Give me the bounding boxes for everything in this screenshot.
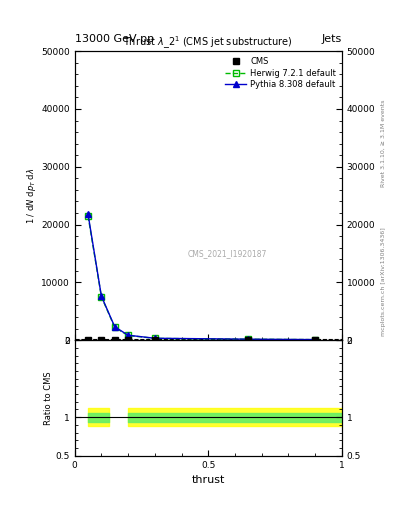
- Line: Herwig 7.2.1 default: Herwig 7.2.1 default: [85, 213, 318, 343]
- Y-axis label: $\mathrm{1}$ / $\mathrm{d}N$ $\mathrm{d}p_T$ $\mathrm{d}\lambda$: $\mathrm{1}$ / $\mathrm{d}N$ $\mathrm{d}…: [25, 167, 38, 224]
- Pythia 8.308 default: [152, 335, 157, 342]
- Pythia 8.308 default: [126, 332, 130, 338]
- Line: CMS: CMS: [85, 337, 318, 343]
- CMS: [152, 337, 157, 343]
- Herwig 7.2.1 default: [112, 324, 117, 330]
- CMS: [246, 337, 251, 343]
- Pythia 8.308 default: [112, 324, 117, 330]
- Y-axis label: Ratio to CMS: Ratio to CMS: [44, 371, 53, 425]
- Text: mcplots.cern.ch [arXiv:1306.3436]: mcplots.cern.ch [arXiv:1306.3436]: [381, 227, 386, 336]
- Legend: CMS, Herwig 7.2.1 default, Pythia 8.308 default: CMS, Herwig 7.2.1 default, Pythia 8.308 …: [224, 55, 338, 91]
- Text: Jets: Jets: [321, 33, 342, 44]
- CMS: [112, 337, 117, 343]
- Text: Rivet 3.1.10, ≥ 3.1M events: Rivet 3.1.10, ≥ 3.1M events: [381, 100, 386, 187]
- X-axis label: thrust: thrust: [192, 475, 225, 485]
- Herwig 7.2.1 default: [246, 336, 251, 343]
- Herwig 7.2.1 default: [99, 294, 104, 300]
- CMS: [313, 337, 318, 343]
- Herwig 7.2.1 default: [126, 332, 130, 338]
- Text: CMS_2021_I1920187: CMS_2021_I1920187: [187, 249, 267, 258]
- Pythia 8.308 default: [313, 336, 318, 343]
- Herwig 7.2.1 default: [86, 213, 90, 219]
- Line: Pythia 8.308 default: Pythia 8.308 default: [85, 211, 318, 343]
- Herwig 7.2.1 default: [313, 336, 318, 343]
- Herwig 7.2.1 default: [152, 335, 157, 342]
- Pythia 8.308 default: [86, 211, 90, 217]
- Title: Thrust $\lambda\_2^1$ (CMS jet substructure): Thrust $\lambda\_2^1$ (CMS jet substruct…: [123, 35, 293, 51]
- Text: 13000 GeV pp: 13000 GeV pp: [75, 33, 154, 44]
- Pythia 8.308 default: [99, 293, 104, 300]
- CMS: [99, 337, 104, 343]
- CMS: [86, 337, 90, 343]
- CMS: [126, 337, 130, 343]
- Pythia 8.308 default: [246, 336, 251, 342]
